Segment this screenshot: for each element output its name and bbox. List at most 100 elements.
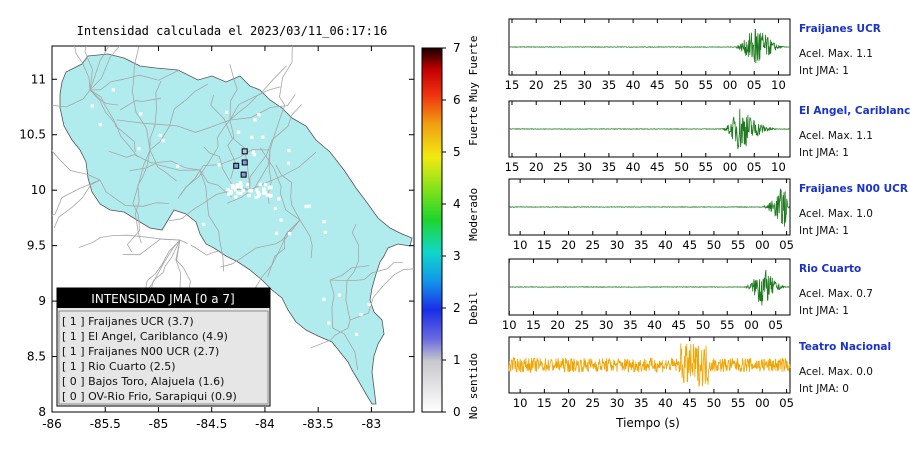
town-marker	[322, 297, 326, 301]
town-marker	[176, 164, 180, 168]
station-markers	[233, 148, 248, 178]
station-name: Teatro Nacional	[799, 341, 891, 353]
waveform-x-tick-label: 25	[553, 160, 568, 174]
station-marker	[240, 171, 247, 178]
colorbar-tick-label: 4	[453, 197, 461, 211]
road-segment	[310, 319, 351, 349]
town-marker	[225, 110, 229, 114]
colorbar-category-label: Moderado	[467, 188, 480, 241]
town-marker	[359, 312, 363, 317]
station-acel-max: Acel. Max. 0.7	[799, 288, 873, 300]
road-segment	[259, 147, 301, 221]
waveform-x-tick-label: 25	[575, 318, 590, 332]
road-segment	[199, 169, 225, 272]
town-marker	[236, 191, 240, 195]
waveform-x-tick-label: 15	[505, 160, 520, 174]
waveform-x-tick-label: 35	[634, 396, 649, 410]
station-acel-max: Acel. Max. 1.1	[799, 130, 873, 142]
road-segment	[134, 149, 151, 244]
waveform-x-tick-label: 10	[513, 396, 528, 410]
waveform-x-tick-label: 55	[731, 238, 746, 252]
station-int-jma: Int JMA: 1	[799, 65, 849, 77]
road-segment	[89, 89, 136, 153]
town-marker	[227, 192, 231, 196]
map-x-tick-label: -84	[255, 417, 275, 431]
waveform-x-tick-label: 55	[731, 396, 746, 410]
town-marker	[253, 118, 257, 122]
colorbar: 0 1 2 3 4 5 6 7 No sentido Debil Moderado Fuerte Mu…	[421, 36, 480, 419]
map-x-tick-label: -85	[149, 417, 169, 431]
town-marker	[229, 191, 233, 195]
town-marker	[233, 188, 237, 192]
x-axis-label: Tiempo (s)	[615, 416, 680, 430]
town-marker	[230, 184, 234, 188]
waveform-x-tick-label: 35	[634, 238, 649, 252]
town-marker	[90, 104, 94, 108]
town-marker	[262, 187, 266, 191]
road-segment	[269, 46, 293, 151]
costa-rica-land	[59, 53, 413, 405]
road-segment	[210, 95, 251, 191]
town-marker	[267, 186, 272, 190]
road-segment	[119, 97, 161, 111]
station-name: Rio Cuarto	[799, 263, 861, 275]
town-marker	[139, 112, 143, 116]
waveform-x-tick-label: 05	[768, 318, 783, 332]
waveform-x-tick-label: 35	[623, 318, 638, 332]
road-segment	[74, 46, 91, 91]
town-marker	[264, 183, 268, 187]
town-marker	[265, 193, 270, 197]
waveform-x-tick-label: 10	[771, 78, 786, 92]
waveform-x-tick-label: 30	[577, 78, 592, 92]
map-y-tick-label: 10.5	[19, 128, 46, 142]
colorbar-tick-label: 3	[453, 249, 461, 263]
town-marker	[323, 230, 327, 234]
road-segment	[275, 164, 301, 221]
town-marker	[252, 153, 256, 157]
town-marker	[187, 243, 191, 247]
map-y-tick-label: 8.5	[27, 350, 46, 364]
town-marker	[98, 123, 102, 127]
map-y-tick-label: 9.5	[27, 239, 46, 253]
town-marker	[251, 150, 255, 154]
town-marker	[137, 147, 141, 151]
waveform-x-tick-label: 50	[696, 318, 711, 332]
town-marker	[235, 184, 240, 188]
legend-item: [ 0 ] Bajos Toro, Alajuela (1.6)	[62, 375, 224, 388]
road-segment	[149, 83, 208, 151]
town-marker	[186, 250, 190, 254]
map-x-tick-label: -83.5	[303, 417, 334, 431]
road-segment	[89, 69, 180, 91]
waveform-x-tick-label: 45	[650, 78, 665, 92]
colorbar-tick-label: 7	[453, 41, 461, 55]
town-marker	[286, 161, 291, 165]
waveform-x-tick-label: 50	[707, 396, 722, 410]
town-marker	[158, 133, 162, 137]
town-marker	[277, 197, 281, 201]
colorbar-tick-label: 0	[453, 405, 461, 419]
town-marker	[239, 185, 243, 189]
waveform-x-tick-label: 40	[658, 238, 673, 252]
road-segment	[127, 149, 151, 253]
waveform-x-tick-label: 40	[647, 318, 662, 332]
map-axis-ticks	[51, 46, 414, 413]
town-marker	[246, 183, 250, 187]
waveform-x-tick-label: 15	[537, 238, 552, 252]
town-marker	[337, 293, 342, 297]
waveform-panel: 10 15 20 25 30 35 40 45 50 55 00 05 Fraijanes N00 UC…	[508, 178, 908, 252]
waveform-x-tick-label: 40	[626, 160, 641, 174]
waveform-x-tick-label: 25	[585, 396, 600, 410]
town-marker	[255, 188, 259, 192]
waveform-panel: 15 20 25 30 35 40 45 50 55 00 05 10 Fraijanes UCR Ace…	[505, 18, 881, 92]
road-segment	[89, 89, 119, 106]
map-y-tick-labels: 8 8.5 9 9.5 10 10.5 11	[19, 72, 46, 419]
town-marker	[239, 183, 243, 187]
road-segment	[177, 119, 231, 199]
town-marker	[256, 190, 260, 194]
road-segment	[52, 89, 91, 108]
colorbar-categories: No sentido Debil Moderado Fuerte Muy Fuerte	[467, 36, 480, 419]
legend-item: [ 1 ] El Angel, Cariblanco (4.9)	[62, 330, 228, 343]
waveform-x-tick-label: 15	[526, 318, 541, 332]
town-marker	[250, 135, 254, 139]
